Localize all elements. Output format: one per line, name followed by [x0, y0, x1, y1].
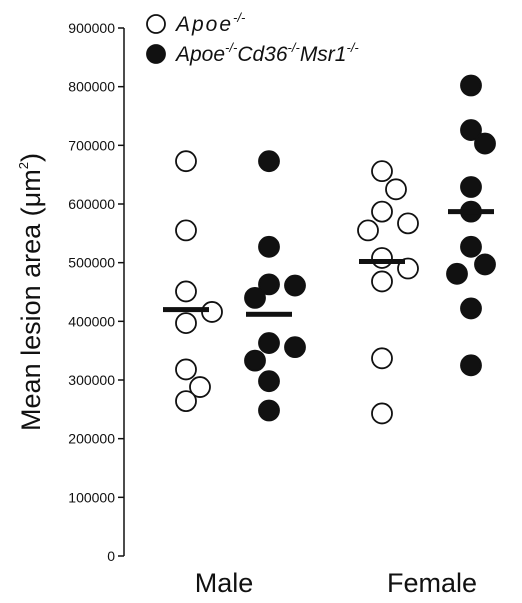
- legend-marker: [146, 14, 166, 34]
- y-tick-label: 100000: [68, 489, 115, 505]
- data-point: [258, 332, 280, 354]
- mean-bar: [359, 258, 405, 264]
- y-tick-label: 0: [107, 548, 115, 564]
- y-tick-label: 400000: [68, 313, 115, 329]
- data-point: [371, 247, 393, 269]
- y-tick-label: 300000: [68, 372, 115, 388]
- data-point: [284, 336, 306, 359]
- y-tick-label: 200000: [68, 431, 115, 447]
- legend-entry: Apoe-/-Cd36-/-Msr1-/-: [174, 40, 359, 66]
- data-point: [460, 176, 482, 198]
- data-point: [474, 132, 496, 155]
- data-point: [258, 273, 280, 296]
- data-point: [175, 150, 197, 173]
- data-point: [258, 399, 280, 422]
- mean-bars: [163, 209, 494, 317]
- data-point: [385, 178, 407, 201]
- data-point: [397, 212, 419, 235]
- data-point: [175, 219, 197, 242]
- data-point: [258, 370, 280, 393]
- data-point: [446, 262, 468, 285]
- data-point: [460, 354, 482, 377]
- legend-entry: Apoe-/-: [174, 10, 246, 36]
- y-axis: 0 100000 200000 300000 400000 500000 600000 700…: [68, 20, 125, 564]
- data-point: [244, 349, 266, 372]
- data-point: [460, 74, 482, 97]
- data-point: [175, 358, 197, 381]
- data-point: [460, 297, 482, 320]
- category-label-female: Female: [387, 568, 477, 598]
- data-point: [357, 219, 379, 242]
- category-label-male: Male: [195, 568, 254, 598]
- data-point: [258, 235, 280, 258]
- data-point: [460, 119, 482, 141]
- y-tick-label: 700000: [68, 137, 115, 153]
- data-point: [371, 347, 393, 370]
- data-points: [175, 74, 496, 425]
- mean-bar: [246, 311, 292, 317]
- y-axis-label: Mean lesion area (μm2): [16, 153, 46, 431]
- y-tick-label: 600000: [68, 196, 115, 212]
- data-point: [258, 150, 280, 173]
- data-point: [371, 270, 393, 293]
- legend-marker: [146, 44, 166, 64]
- mean-bar: [448, 209, 494, 215]
- data-point: [474, 253, 496, 276]
- data-point: [175, 390, 197, 413]
- data-point: [175, 280, 197, 303]
- data-point: [284, 274, 306, 297]
- legend: Apoe-/- Apoe-/-Cd36-/-Msr1-/-: [146, 10, 359, 66]
- data-point: [244, 286, 266, 309]
- data-point: [460, 235, 482, 258]
- data-point: [175, 312, 197, 334]
- data-point: [371, 200, 393, 223]
- category-labels: Male Female: [195, 568, 477, 598]
- mean-bar: [163, 307, 209, 313]
- y-tick-label: 500000: [68, 255, 115, 271]
- y-tick-label: 800000: [68, 79, 115, 95]
- y-tick-label: 900000: [68, 20, 115, 36]
- data-point: [371, 402, 393, 425]
- data-point: [371, 160, 393, 183]
- data-point: [189, 376, 211, 398]
